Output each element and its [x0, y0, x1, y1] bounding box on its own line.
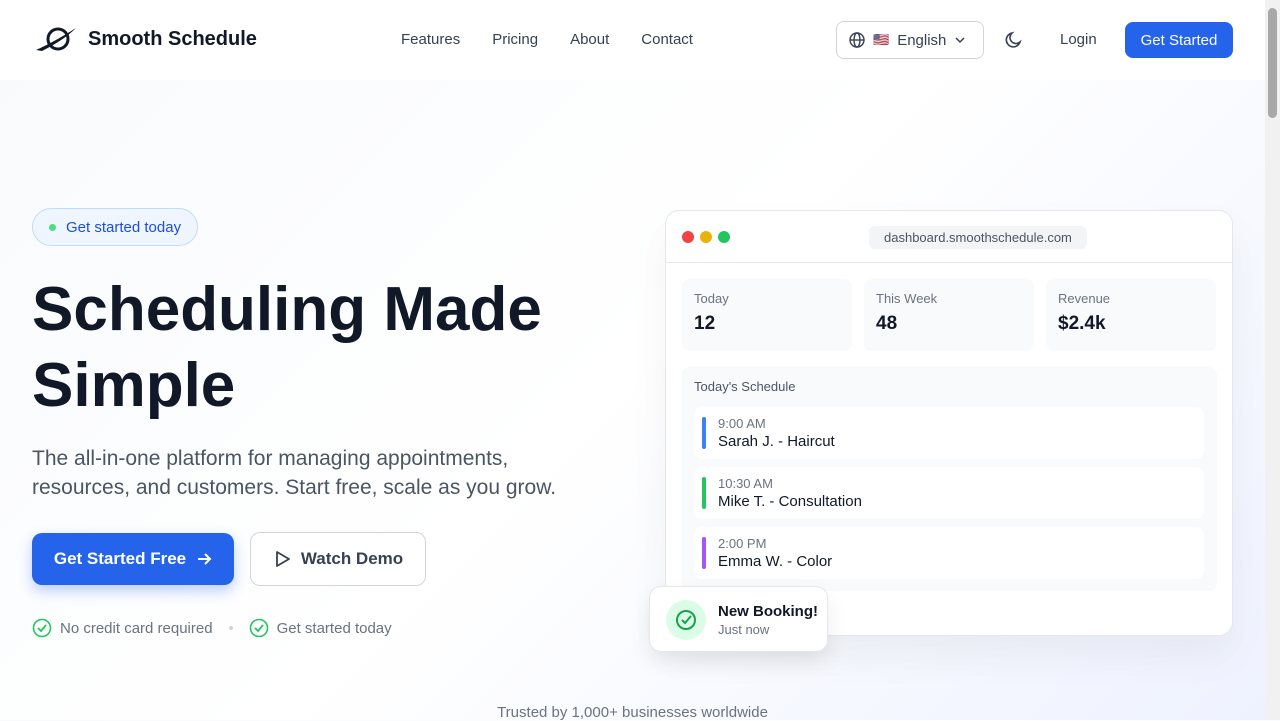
- stat-value: $2.4k: [1058, 313, 1106, 334]
- stat-label: Revenue: [1058, 291, 1111, 306]
- appt-name: Mike T. - Consultation: [718, 493, 862, 510]
- appt-time: 2:00 PM: [718, 536, 767, 551]
- dark-mode-toggle-icon[interactable]: [1004, 30, 1024, 50]
- login-link[interactable]: Login: [1060, 31, 1097, 48]
- get-started-free-button[interactable]: Get Started Free: [32, 533, 234, 585]
- schedule-panel: Today's Schedule 9:00 AM Sarah J. - Hairc…: [682, 367, 1217, 591]
- color-bar: [702, 537, 706, 569]
- minimize-dot-icon: [700, 231, 712, 243]
- toast-subtitle: Just now: [718, 622, 770, 637]
- stat-value: 48: [876, 313, 898, 334]
- logo-icon: [36, 27, 76, 51]
- title-line-1: Scheduling Made: [32, 275, 542, 344]
- list-item: 2:00 PM Emma W. - Color: [694, 527, 1204, 579]
- title-line-2: Simple: [32, 351, 236, 420]
- maximize-dot-icon: [718, 231, 730, 243]
- brand-name: Smooth Schedule: [88, 27, 257, 50]
- list-item: 10:30 AM Mike T. - Consultation: [694, 467, 1204, 519]
- cta-label: Watch Demo: [300, 549, 404, 568]
- brand-logo[interactable]: Smooth Schedule: [34, 24, 257, 54]
- check-text: No credit card required: [60, 619, 213, 637]
- stat-revenue: Revenue $2.4k: [1046, 279, 1216, 351]
- scrollbar-thumb[interactable]: [1268, 8, 1277, 118]
- check-circle-icon: [249, 618, 268, 638]
- nav-link-about[interactable]: About: [570, 31, 610, 48]
- us-flag-icon: 🇺🇸: [873, 32, 890, 47]
- trusted-by-text: Trusted by 1,000+ businesses worldwide: [497, 704, 768, 721]
- stat-label: Today: [694, 291, 729, 306]
- toast-title: New Booking!: [718, 603, 818, 620]
- nav-link-contact[interactable]: Contact: [641, 31, 693, 48]
- appt-time: 10:30 AM: [718, 476, 773, 491]
- watch-demo-button[interactable]: Watch Demo: [250, 532, 426, 586]
- separator-dot: [228, 626, 233, 630]
- appt-name: Emma W. - Color: [718, 553, 833, 570]
- color-bar: [702, 417, 706, 449]
- hero-checks: No credit card required Get started toda…: [32, 618, 392, 638]
- check-circle-icon: [666, 600, 706, 640]
- schedule-title: Today's Schedule: [694, 379, 796, 394]
- appt-name: Sarah J. - Haircut: [718, 433, 835, 450]
- hero-subtitle: The all-in-one platform for managing app…: [32, 447, 557, 499]
- stat-label: This Week: [876, 291, 938, 306]
- check-circle-icon: [32, 618, 52, 638]
- play-icon: [275, 551, 290, 567]
- globe-icon: [849, 32, 865, 48]
- stat-today: Today 12: [682, 279, 852, 351]
- stat-value: 12: [694, 313, 716, 334]
- language-label: English: [897, 31, 947, 49]
- scrollbar[interactable]: [1265, 0, 1280, 720]
- browser-bar: dashboard.smoothschedule.com: [666, 211, 1232, 263]
- arrow-right-icon: [198, 553, 212, 565]
- get-started-button[interactable]: Get Started: [1125, 22, 1233, 58]
- cta-label: Get Started Free: [53, 549, 187, 568]
- badge-text: Get started today: [66, 218, 182, 236]
- check-text: Get started today: [276, 619, 392, 637]
- new-booking-toast: New Booking! Just now: [649, 586, 828, 652]
- top-nav: Smooth Schedule Features Pricing About C…: [0, 0, 1265, 80]
- nav-link-features[interactable]: Features: [401, 31, 461, 48]
- language-selector[interactable]: 🇺🇸 English: [836, 21, 984, 59]
- close-dot-icon: [682, 231, 694, 243]
- color-bar: [702, 477, 706, 509]
- nav-link-pricing[interactable]: Pricing: [492, 31, 539, 48]
- appt-time: 9:00 AM: [718, 416, 766, 431]
- list-item: 9:00 AM Sarah J. - Haircut: [694, 407, 1204, 459]
- chevron-down-icon: [955, 37, 965, 44]
- hero-badge: Get started today: [32, 208, 199, 246]
- status-dot: [49, 223, 56, 231]
- stat-week: This Week 48: [864, 279, 1034, 351]
- url-bar: dashboard.smoothschedule.com: [869, 226, 1087, 249]
- dashboard-preview: dashboard.smoothschedule.com Today 12 Thi…: [665, 210, 1233, 636]
- hero-title: Scheduling Made Simple: [32, 272, 592, 424]
